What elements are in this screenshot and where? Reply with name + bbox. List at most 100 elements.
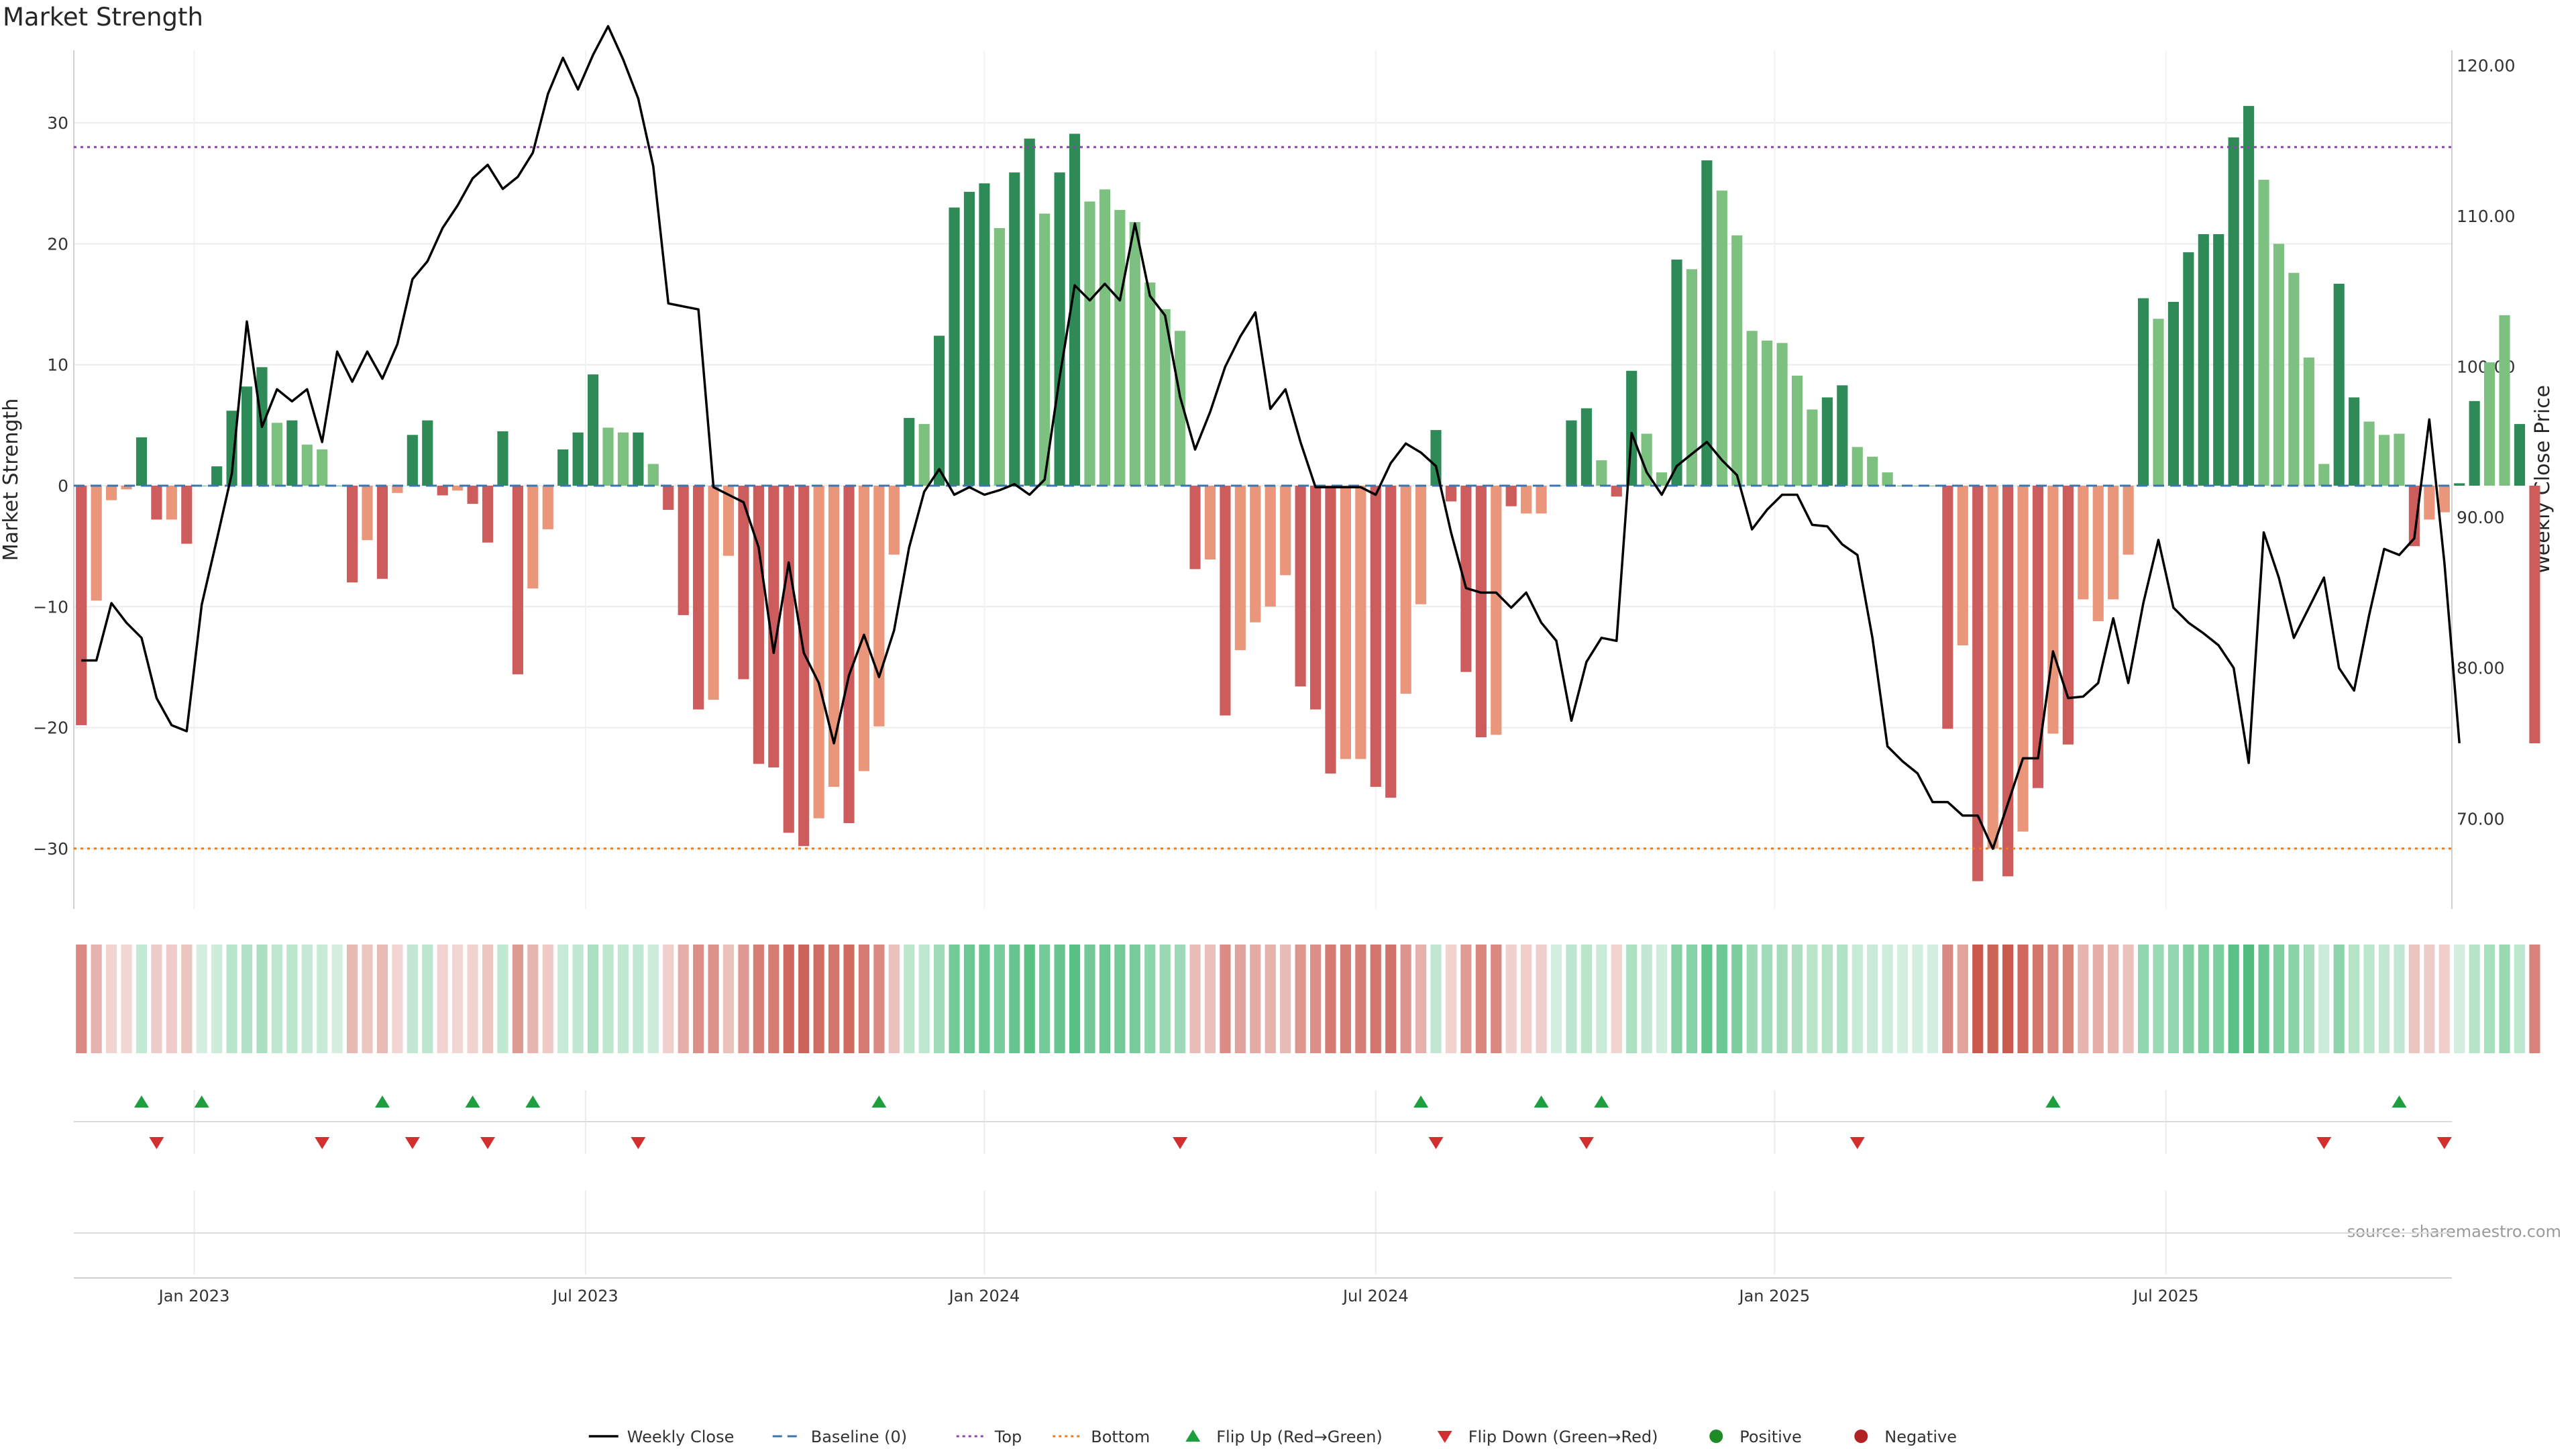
y-tick-label: 30	[47, 113, 68, 133]
strength-bar	[1129, 222, 1140, 486]
heat-strip-cell	[1550, 945, 1562, 1053]
strength-bar	[1626, 370, 1638, 486]
strength-bar	[2333, 283, 2345, 486]
strength-bar	[738, 486, 749, 680]
flip-up-marker	[2392, 1095, 2407, 1108]
heat-strip-cell	[1686, 945, 1698, 1053]
heat-strip-cell	[136, 945, 148, 1053]
heat-strip-cell	[1024, 945, 1035, 1053]
heat-strip-cell	[888, 945, 900, 1053]
legend-swatch-tri-up	[1185, 1430, 1201, 1442]
strength-bar	[2349, 397, 2360, 486]
y2-tick-label: 70.00	[2457, 809, 2505, 828]
heat-strip-cell	[768, 945, 780, 1053]
heat-strip-cell	[1340, 945, 1351, 1053]
strength-bar	[1460, 486, 1472, 672]
heat-strip-cell	[512, 945, 523, 1053]
strength-bar	[301, 444, 313, 486]
heat-strip-cell	[918, 945, 930, 1053]
heat-strip-cell	[452, 945, 464, 1053]
heat-strip-cell	[1355, 945, 1366, 1053]
strength-bar	[1536, 486, 1547, 514]
heat-strip-cell	[2333, 945, 2345, 1053]
heat-strip-cell	[376, 945, 388, 1053]
heat-strip-cell	[527, 945, 539, 1053]
strength-bar	[1762, 340, 1773, 486]
x-tick-label: Jan 2024	[948, 1287, 1020, 1305]
heat-strip-cell	[1430, 945, 1442, 1053]
strength-bar	[1972, 486, 1984, 881]
heat-strip-cell	[693, 945, 704, 1053]
heat-strip-cell	[1159, 945, 1171, 1053]
heat-strip-cell	[1309, 945, 1322, 1053]
heat-strip-cell	[1611, 945, 1622, 1053]
flip-down-marker	[149, 1137, 164, 1149]
heat-strip-cell	[1460, 945, 1472, 1053]
strength-bar	[2047, 486, 2059, 734]
heat-strip-cell	[482, 945, 494, 1053]
strength-bar	[2408, 486, 2420, 547]
strength-bar	[1159, 309, 1171, 486]
heat-strip-cell	[1821, 945, 1833, 1053]
strength-bar	[362, 486, 373, 541]
heat-strip-cell	[2213, 945, 2224, 1053]
x-tick-label: Jan 2023	[158, 1287, 230, 1305]
heat-strip-cell	[1505, 945, 1517, 1053]
strength-bar	[1475, 486, 1487, 737]
heat-strip-cell	[241, 945, 253, 1053]
strength-bar	[1837, 385, 1848, 486]
strength-bar	[2017, 486, 2029, 832]
heat-strip-cell	[1415, 945, 1427, 1053]
heat-strip-cell	[1896, 945, 1909, 1053]
heat-strip-cell	[557, 945, 569, 1053]
flip-down-marker	[2316, 1137, 2332, 1149]
heat-strip-cell	[2258, 945, 2269, 1053]
strength-bar	[1987, 486, 1998, 849]
heat-strip-cell	[798, 945, 810, 1053]
strength-bar	[2258, 179, 2269, 486]
heat-strip-cell	[1265, 945, 1276, 1053]
strength-bar	[1099, 189, 1110, 486]
heat-strip-cell	[1385, 945, 1397, 1053]
heat-strip-cell	[2123, 945, 2134, 1053]
flip-down-marker	[405, 1137, 420, 1149]
heat-strip-cell	[2002, 945, 2014, 1053]
legend-label: Positive	[1739, 1428, 1802, 1446]
strength-bar	[1265, 486, 1276, 607]
strength-bar	[376, 486, 388, 579]
strength-bar	[1385, 486, 1397, 798]
strength-bar	[678, 486, 689, 615]
strength-bar	[1641, 433, 1652, 486]
strength-bar	[2469, 400, 2480, 486]
heat-strip-cell	[2198, 945, 2209, 1053]
heat-strip-cell	[1641, 945, 1652, 1053]
strength-bar	[2273, 244, 2285, 486]
strength-bar	[557, 449, 569, 486]
strength-bar	[1746, 331, 1758, 486]
heat-strip-cell	[1776, 945, 1788, 1053]
heat-strip-cell	[2108, 945, 2119, 1053]
strength-bar	[1355, 486, 1366, 759]
x-tick-label: Jul 2025	[2132, 1287, 2199, 1305]
flip-up-marker	[133, 1095, 149, 1108]
strength-bar	[888, 486, 900, 555]
flip-down-marker	[480, 1137, 496, 1149]
strength-bar	[753, 486, 764, 764]
strength-bar	[1671, 259, 1682, 486]
strength-bar	[1220, 486, 1231, 716]
strength-bar	[1686, 269, 1698, 486]
heat-strip-cell	[2514, 945, 2526, 1053]
heat-strip-cell	[181, 945, 193, 1053]
heat-strip-cell	[1596, 945, 1607, 1053]
strength-bar	[1325, 486, 1336, 774]
strength-bar	[722, 486, 735, 556]
strength-bar	[437, 486, 448, 496]
heat-strip-cell	[1851, 945, 1863, 1053]
strength-bar	[2514, 424, 2526, 486]
heat-strip-cell	[963, 945, 975, 1053]
heat-strip-cell	[738, 945, 749, 1053]
heat-strip-cell	[106, 945, 117, 1053]
flip-up-marker	[465, 1095, 480, 1108]
heat-strip-cell	[1987, 945, 1998, 1053]
